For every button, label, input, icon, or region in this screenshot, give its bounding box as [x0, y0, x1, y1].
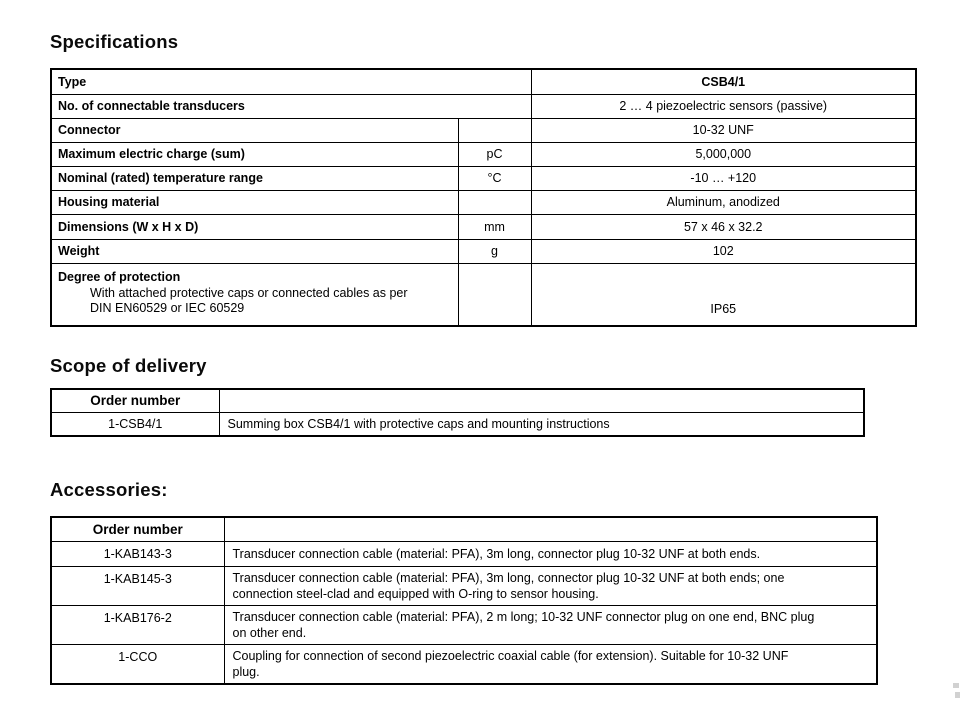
- spec-value: CSB4/1: [530, 68, 917, 95]
- accessory-row: 1-KAB145-3 Transducer connection cable (…: [50, 565, 878, 606]
- accessory-description: Transducer connection cable (material: P…: [223, 565, 878, 606]
- accessories-header-row: Order number: [50, 516, 878, 542]
- order-number: 1-KAB143-3: [50, 540, 225, 567]
- accessory-description: Transducer connection cable (material: P…: [223, 540, 878, 567]
- spec-label: Connector: [50, 117, 459, 143]
- spec-label: Type: [50, 68, 532, 95]
- spec-row-weight: Weight g 102: [50, 238, 917, 264]
- spec-row-dimensions: Dimensions (W x H x D) mm 57 x 46 x 32.2: [50, 213, 917, 240]
- spec-label: Dimensions (W x H x D): [50, 213, 459, 240]
- specifications-table: Type CSB4/1 No. of connectable transduce…: [50, 68, 917, 327]
- spec-value: 2 … 4 piezoelectric sensors (passive): [530, 93, 917, 119]
- scan-artifact: [948, 683, 960, 705]
- spec-label: Housing material: [50, 189, 459, 215]
- accessory-row: 1-CCO Coupling for connection of second …: [50, 643, 878, 684]
- order-number: 1-CSB4/1: [50, 411, 220, 436]
- order-number-header: Order number: [50, 516, 225, 542]
- spec-value: Aluminum, anodized: [530, 189, 917, 215]
- scope-of-delivery-heading: Scope of delivery: [50, 355, 207, 376]
- spec-unit: °C: [457, 165, 532, 191]
- spec-row-type: Type CSB4/1: [50, 68, 917, 95]
- scope-header-empty: [218, 388, 865, 413]
- scope-description: Summing box CSB4/1 with protective caps …: [218, 411, 865, 436]
- accessory-row: 1-KAB143-3 Transducer connection cable (…: [50, 540, 878, 567]
- spec-unit: mm: [457, 213, 532, 240]
- scope-of-delivery-table: Order number 1-CSB4/1 Summing box CSB4/1…: [50, 388, 865, 437]
- spec-row-protection: Degree of protection With attached prote…: [50, 262, 917, 327]
- spec-label: No. of connectable transducers: [50, 93, 532, 119]
- accessory-description: Transducer connection cable (material: P…: [223, 604, 878, 645]
- spec-value: -10 … +120: [530, 165, 917, 191]
- accessories-heading: Accessories:: [50, 479, 168, 500]
- order-number-header: Order number: [50, 388, 220, 413]
- spec-value: 5,000,000: [530, 141, 917, 167]
- order-number: 1-KAB145-3: [50, 565, 225, 606]
- spec-unit: [457, 262, 532, 327]
- scope-row: 1-CSB4/1 Summing box CSB4/1 with protect…: [50, 411, 865, 436]
- spec-row-charge: Maximum electric charge (sum) pC 5,000,0…: [50, 141, 917, 167]
- spec-value: 57 x 46 x 32.2: [530, 213, 917, 240]
- spec-unit: g: [457, 238, 532, 264]
- scope-header-row: Order number: [50, 388, 865, 413]
- spec-row-connector: Connector 10-32 UNF: [50, 117, 917, 143]
- spec-unit: [457, 189, 532, 215]
- spec-row-housing: Housing material Aluminum, anodized: [50, 189, 917, 215]
- spec-label: Degree of protection With attached prote…: [50, 262, 459, 327]
- order-number: 1-CCO: [50, 643, 225, 684]
- spec-protection-title: Degree of protection: [58, 269, 181, 284]
- spec-value: 10-32 UNF: [530, 117, 917, 143]
- spec-unit: [457, 117, 532, 143]
- accessories-table: Order number 1-KAB143-3 Transducer conne…: [50, 516, 878, 685]
- spec-label: Nominal (rated) temperature range: [50, 165, 459, 191]
- spec-label: Weight: [50, 238, 459, 264]
- spec-protection-note: With attached protective caps or connect…: [90, 285, 408, 315]
- spec-row-temperature: Nominal (rated) temperature range °C -10…: [50, 165, 917, 191]
- spec-unit: pC: [457, 141, 532, 167]
- spec-row-transducers: No. of connectable transducers 2 … 4 pie…: [50, 93, 917, 119]
- spec-value: 102: [530, 238, 917, 264]
- specifications-heading: Specifications: [50, 31, 179, 52]
- order-number: 1-KAB176-2: [50, 604, 225, 645]
- accessory-row: 1-KAB176-2 Transducer connection cable (…: [50, 604, 878, 645]
- spec-label: Maximum electric charge (sum): [50, 141, 459, 167]
- accessory-description: Coupling for connection of second piezoe…: [223, 643, 878, 684]
- spec-value: IP65: [530, 262, 917, 327]
- accessories-header-empty: [223, 516, 878, 542]
